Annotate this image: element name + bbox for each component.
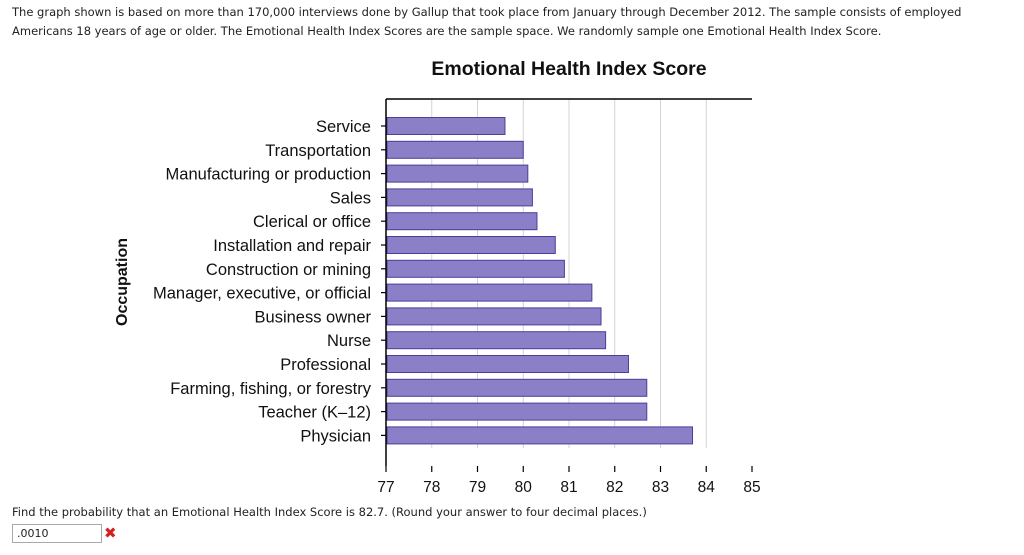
category-label: Manufacturing or production xyxy=(166,166,371,184)
category-label: Construction or mining xyxy=(206,261,371,279)
chart-title: Emotional Health Index Score xyxy=(431,58,707,80)
chart-bars xyxy=(386,117,694,445)
bar xyxy=(386,117,506,135)
category-label: Installation and repair xyxy=(213,237,371,255)
bar xyxy=(386,355,629,373)
bar xyxy=(386,259,565,278)
x-tick-label: 78 xyxy=(423,479,440,496)
bar xyxy=(386,212,538,231)
incorrect-icon: ✖ xyxy=(104,524,117,542)
category-label: Business owner xyxy=(255,308,372,326)
question-text: Find the probability that an Emotional H… xyxy=(12,505,647,519)
x-tick-label: 84 xyxy=(698,479,716,496)
x-tick-label: 79 xyxy=(469,479,486,496)
bar xyxy=(386,307,602,326)
category-label: Clerical or office xyxy=(253,213,371,231)
x-tick-label: 82 xyxy=(606,479,623,496)
bar xyxy=(386,331,607,350)
x-tick-label: 83 xyxy=(652,479,669,496)
bar xyxy=(386,283,593,302)
bar xyxy=(386,188,533,207)
bar xyxy=(386,236,556,254)
y-axis-label: Occupation xyxy=(114,238,131,326)
bar-chart: Service Transportation Manufacturing or pr… xyxy=(114,98,761,496)
x-tick-label: 85 xyxy=(743,479,760,496)
category-label: Nurse xyxy=(327,332,371,350)
category-label: Farming, fishing, or forestry xyxy=(170,380,372,398)
category-label: Physician xyxy=(300,427,371,445)
category-label: Transportation xyxy=(265,142,371,160)
bar xyxy=(386,402,648,421)
category-label: Manager, executive, or official xyxy=(153,285,371,303)
x-tick-label: 80 xyxy=(515,479,533,496)
category-label: Service xyxy=(316,118,371,136)
chart-axes: Service Transportation Manufacturing or pr… xyxy=(153,98,761,496)
x-tick-label: 81 xyxy=(560,479,577,496)
bar xyxy=(386,426,694,445)
category-label: Professional xyxy=(280,356,371,374)
problem-intro-text: The graph shown is based on more than 17… xyxy=(12,5,962,38)
bar xyxy=(386,140,524,159)
bar xyxy=(386,378,648,397)
category-label: Sales xyxy=(330,189,371,207)
category-label: Teacher (K–12) xyxy=(258,404,371,422)
bar xyxy=(386,164,529,183)
answer-input[interactable] xyxy=(12,524,102,543)
x-tick-label: 77 xyxy=(377,479,394,496)
